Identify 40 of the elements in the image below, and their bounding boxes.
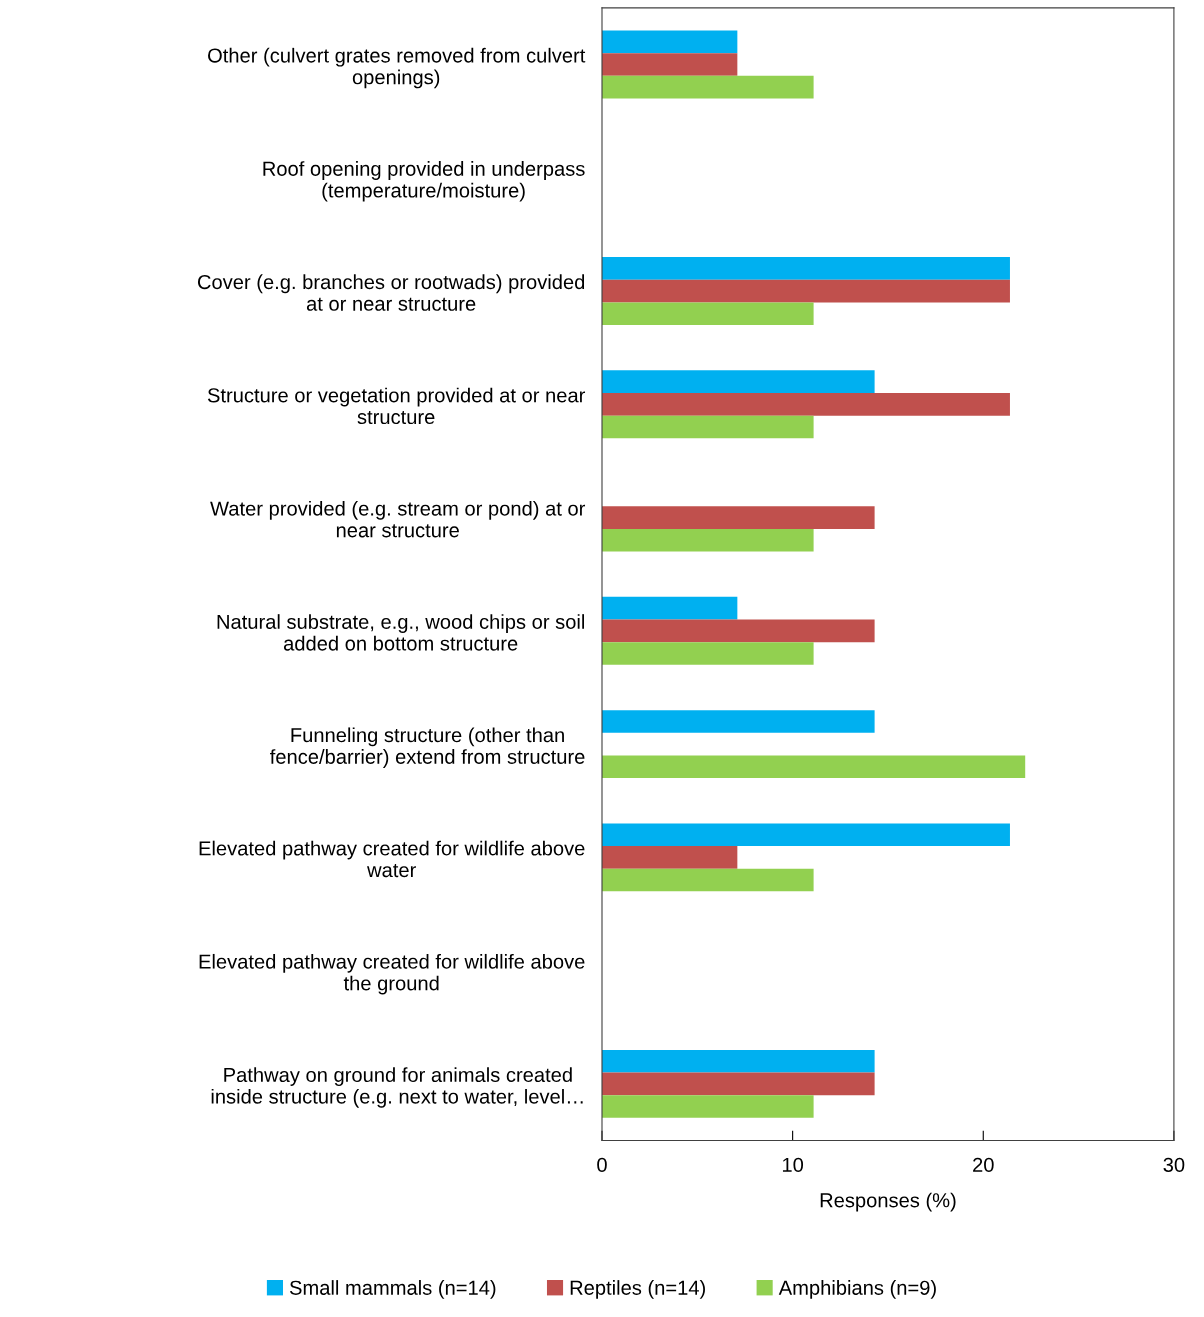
x-tick-label: 20 bbox=[973, 1157, 994, 1172]
x-tick-label: 10 bbox=[782, 1157, 804, 1172]
legend-label: Small mammals (n=14) bbox=[289, 1280, 496, 1299]
bar bbox=[602, 868, 814, 892]
bar bbox=[602, 846, 738, 869]
bar bbox=[602, 1072, 875, 1096]
bar bbox=[602, 370, 875, 393]
bar bbox=[602, 642, 814, 665]
bar bbox=[602, 392, 1010, 416]
y-tick-label: Other (culvert grates removed from culvert openings) bbox=[208, 47, 586, 89]
bar bbox=[602, 302, 814, 326]
x-tick-label: 0 bbox=[597, 1157, 607, 1172]
bar bbox=[602, 1095, 814, 1118]
y-tick-label: Water provided (e.g. stream or pond) at or near structure bbox=[210, 500, 586, 538]
bar bbox=[602, 30, 738, 54]
bar bbox=[602, 1049, 875, 1073]
y-tick-label: Cover (e.g. branches or rootwads) provided at or near structure bbox=[197, 274, 585, 311]
bar bbox=[602, 596, 738, 620]
y-tick-label: Funneling structure (other than fence/barrier) extend from structure bbox=[270, 727, 585, 768]
legend-label: Amphibians (n=9) bbox=[778, 1280, 936, 1299]
y-tick-label: Structure or vegetation provided at or near structure bbox=[207, 387, 586, 425]
bar bbox=[602, 755, 1026, 779]
bar bbox=[602, 528, 814, 552]
y-tick-label: Elevated pathway created for wildlife above water bbox=[199, 840, 585, 878]
y-tick-label: Natural substrate, e.g., wood chips or soil added on bottom structure bbox=[217, 614, 585, 651]
x-axis-title: Responses (%) bbox=[820, 1192, 956, 1212]
bar bbox=[602, 823, 1010, 847]
bar bbox=[602, 279, 1010, 303]
bar bbox=[602, 506, 875, 529]
legend-label: Reptiles (n=14) bbox=[570, 1280, 705, 1299]
bar bbox=[602, 75, 814, 99]
bar bbox=[602, 710, 875, 733]
y-tick-label: Roof opening provided in underpass (temperature/moisture) bbox=[263, 161, 585, 202]
y-tick-label: Pathway on ground for animals created inside structure (e.g. next to water, level… bbox=[211, 1067, 583, 1108]
bar bbox=[602, 415, 814, 439]
x-tick-label: 30 bbox=[1163, 1157, 1185, 1172]
bar bbox=[602, 257, 1010, 280]
bar bbox=[602, 53, 738, 76]
y-tick-label: Elevated pathway created for wildlife above the ground bbox=[199, 953, 585, 995]
bar bbox=[602, 619, 875, 643]
